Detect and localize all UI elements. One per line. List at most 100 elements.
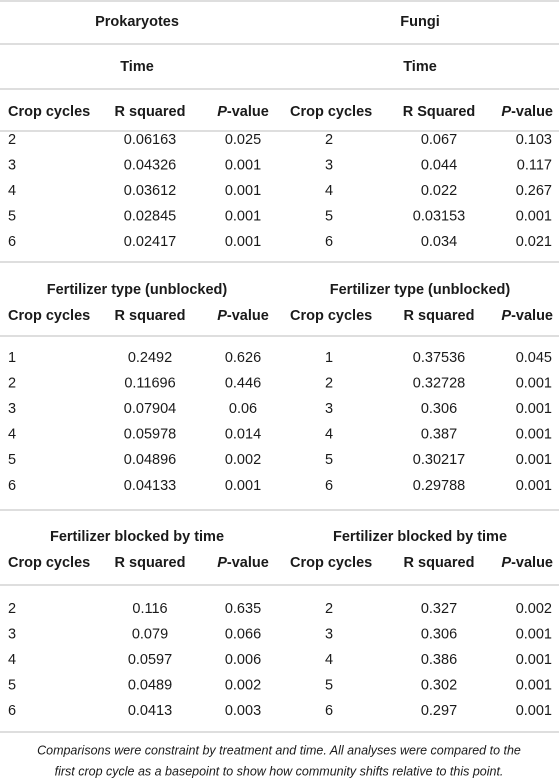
column-header: Crop cycles [8, 308, 90, 324]
header-right: Fungi [400, 14, 439, 30]
cell: 0.297 [421, 703, 457, 719]
cell: 2 [8, 375, 16, 391]
cell: 3 [8, 401, 16, 417]
cell: 0.446 [225, 375, 261, 391]
cell: 0.002 [516, 601, 552, 617]
footnote: Comparisons were constraint by treatment… [37, 743, 521, 757]
cell: 0.001 [225, 234, 261, 250]
cell: 0.306 [421, 626, 457, 642]
cell: 6 [325, 234, 333, 250]
column-header: R squared [115, 555, 186, 571]
cell: 3 [8, 157, 16, 173]
cell: 6 [8, 234, 16, 250]
cell: 0.001 [516, 427, 552, 443]
column-header: R Squared [403, 104, 476, 120]
cell: 0.626 [225, 350, 261, 366]
cell: 0.001 [516, 375, 552, 391]
cell: 5 [325, 678, 333, 694]
cell: 0.001 [225, 183, 261, 199]
cell: 0.001 [516, 478, 552, 494]
column-header: R squared [404, 308, 475, 324]
cell: 0.003 [225, 703, 261, 719]
cell: 0.001 [516, 452, 552, 468]
cell: 4 [325, 427, 333, 443]
cell: 0.001 [516, 652, 552, 668]
cell: 0.002 [225, 452, 261, 468]
cell: 0.06163 [124, 132, 176, 148]
cell: 0.006 [225, 652, 261, 668]
column-header: R squared [404, 555, 475, 571]
column-header: Crop cycles [8, 104, 90, 120]
cell: 0.0413 [128, 703, 172, 719]
cell: 0.021 [516, 234, 552, 250]
section-title: Fertilizer type (unblocked) [47, 282, 228, 298]
cell: 5 [325, 209, 333, 225]
column-header: P-value [501, 104, 553, 120]
cell: 1 [8, 350, 16, 366]
cell: 0.001 [225, 478, 261, 494]
cell: 0.014 [225, 427, 261, 443]
column-header: Crop cycles [290, 104, 372, 120]
column-header: Crop cycles [290, 555, 372, 571]
cell: 3 [325, 157, 333, 173]
column-header: P-value [501, 308, 553, 324]
cell: 0.044 [421, 157, 457, 173]
cell: 0.02845 [124, 209, 176, 225]
column-header: P-value [217, 104, 269, 120]
cell: 0.11696 [124, 375, 175, 391]
column-header: Crop cycles [290, 308, 372, 324]
cell: 5 [8, 452, 16, 468]
section-title: Fertilizer blocked by time [50, 529, 224, 545]
cell: 0.386 [421, 652, 457, 668]
cell: 0.306 [421, 401, 457, 417]
cell: 0.05978 [124, 427, 176, 443]
cell: 2 [325, 132, 333, 148]
cell: 5 [8, 678, 16, 694]
column-header: P-value [217, 555, 269, 571]
cell: 0.37536 [413, 350, 465, 366]
cell: 0.103 [516, 132, 552, 148]
cell: 0.034 [421, 234, 457, 250]
column-header: P-value [501, 555, 553, 571]
cell: 0.04896 [124, 452, 176, 468]
cell: 0.117 [517, 157, 552, 173]
cell: 0.116 [132, 601, 167, 617]
cell: 0.02417 [124, 234, 176, 250]
cell: 0.001 [516, 703, 552, 719]
cell: 0.001 [516, 401, 552, 417]
cell: 0.025 [225, 132, 261, 148]
cell: 0.03612 [124, 183, 176, 199]
cell: 0.2492 [128, 350, 172, 366]
section-title: Time [403, 59, 437, 75]
cell: 6 [8, 478, 16, 494]
cell: 0.001 [516, 626, 552, 642]
cell: 0.067 [421, 132, 457, 148]
cell: 0.079 [132, 626, 168, 642]
cell: 3 [8, 626, 16, 642]
cell: 6 [325, 703, 333, 719]
cell: 0.0489 [128, 678, 172, 694]
cell: 0.267 [516, 183, 552, 199]
cell: 4 [325, 183, 333, 199]
cell: 0.07904 [124, 401, 176, 417]
cell: 0.302 [421, 678, 457, 694]
section-title: Time [120, 59, 154, 75]
cell: 0.04133 [124, 478, 176, 494]
column-header: R squared [115, 104, 186, 120]
cell: 0.002 [225, 678, 261, 694]
cell: 0.001 [516, 209, 552, 225]
cell: 2 [325, 601, 333, 617]
cell: 0.0597 [128, 652, 172, 668]
header-left: Prokaryotes [95, 14, 179, 30]
column-header: P-value [217, 308, 269, 324]
cell: 0.29788 [413, 478, 465, 494]
cell: 0.001 [225, 157, 261, 173]
column-header: Crop cycles [8, 555, 90, 571]
cell: 0.06 [229, 401, 257, 417]
cell: 2 [8, 132, 16, 148]
cell: 0.066 [225, 626, 261, 642]
section-title: Fertilizer blocked by time [333, 529, 507, 545]
cell: 0.001 [516, 678, 552, 694]
cell: 0.387 [421, 427, 457, 443]
